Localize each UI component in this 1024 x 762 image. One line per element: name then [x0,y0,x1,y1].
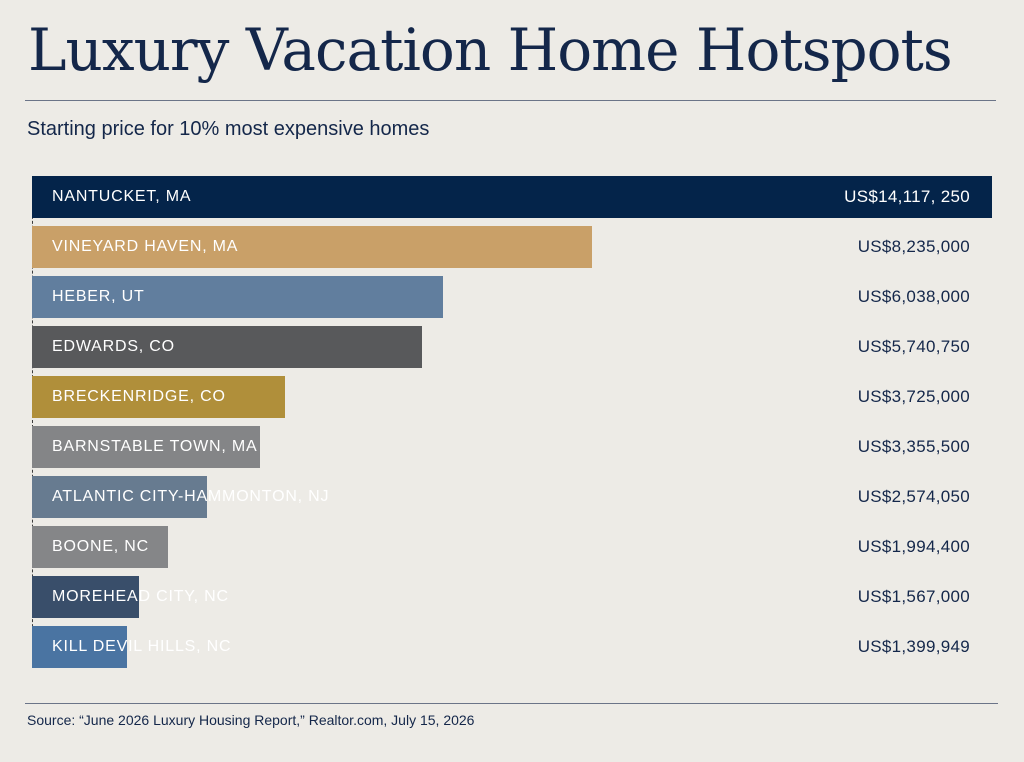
bar [32,276,443,318]
bar-value-label: US$1,994,400 [857,537,970,556]
bar-category-label: VINEYARD HAVEN, MA [52,238,239,255]
chart-title: Luxury Vacation Home Hotspots [28,16,953,84]
bar [32,476,207,518]
title-divider [25,100,996,101]
chart-subtitle: Starting price for 10% most expensive ho… [27,118,430,140]
bar-category-label: HEBER, UT [52,288,145,305]
bar-category-label: BOONE, NC [52,538,149,555]
bar-value-label: US$5,740,750 [857,337,970,356]
bar [32,326,422,368]
bar-value-label: US$2,574,050 [857,487,970,506]
footer-divider [25,703,998,704]
bar-category-label: MOREHEAD CITY, NC [52,588,229,605]
bar-value-label: US$1,567,000 [857,587,970,606]
bar [32,426,260,468]
bar [32,576,139,618]
bar-value-label: US$3,355,500 [857,437,970,456]
bar [32,626,127,668]
bar-category-label: EDWARDS, CO [52,338,175,355]
bar-value-label: US$8,235,000 [857,237,970,256]
bar [32,526,168,568]
bar-category-label: ATLANTIC CITY-HAMMONTON, NJ [52,488,330,505]
bar [32,176,992,218]
bar [32,226,592,268]
bar-category-label: BARNSTABLE TOWN, MA [52,438,258,455]
bar-value-label: US$1,399,949 [857,637,970,656]
bar-category-label: BRECKENRIDGE, CO [52,388,226,405]
bar-value-label: US$3,725,000 [857,387,970,406]
bar-value-label: US$6,038,000 [857,287,970,306]
bar [32,376,285,418]
source-note: Source: “June 2026 Luxury Housing Report… [27,712,475,728]
bar-category-label: NANTUCKET, MA [52,188,192,205]
bar-category-label: KILL DEVIL HILLS, NC [52,638,232,655]
baseline-axis [32,176,33,667]
bar-value-label: US$14,117, 250 [844,187,970,206]
